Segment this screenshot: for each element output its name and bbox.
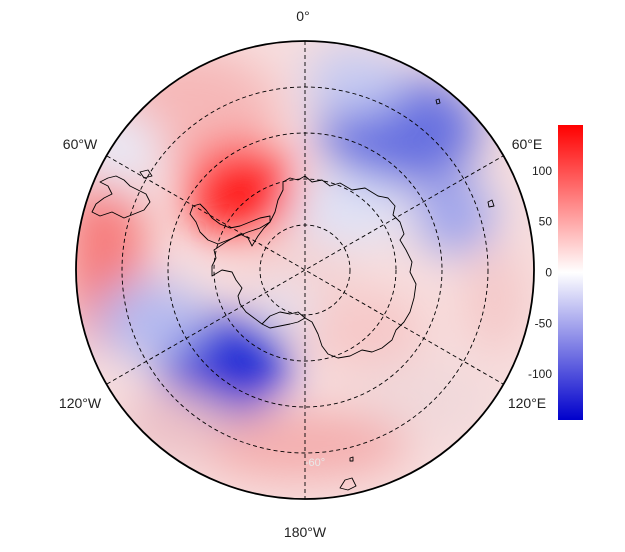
anomaly-field: [76, 41, 534, 499]
colorbar-tick-label: 0: [545, 266, 552, 280]
lon-label-0: 0°: [296, 8, 309, 24]
coastlines: [91, 98, 495, 491]
antarctic-peninsula: [189, 203, 271, 245]
falkland-islands: [139, 169, 153, 179]
ross-ice-shelf: [261, 311, 306, 325]
sub-antarctic-island-1: [339, 477, 357, 491]
south-america-tip: [91, 175, 151, 219]
graticule: [106, 41, 504, 499]
colorbar-tick-label: -100: [528, 367, 552, 381]
latitude-circle-70s: [213, 178, 397, 362]
sub-antarctic-island-4: [349, 456, 354, 462]
colorbar-gradient: [558, 125, 583, 420]
map-boundary: [75, 40, 535, 500]
lat-label: -60°: [305, 457, 325, 469]
lon-label-60e: 60°E: [512, 136, 543, 152]
sub-antarctic-island-3: [435, 98, 441, 105]
meridian-60w-120e: [106, 155, 504, 385]
colorbar-tick-label: 100: [532, 164, 552, 178]
colorbar-tick-label: -50: [535, 316, 553, 330]
lon-label-180: 180°W: [284, 524, 327, 540]
lon-label-120e: 120°E: [508, 395, 546, 411]
lon-label-120w: 120°W: [59, 395, 102, 411]
antarctica-coastline: [211, 175, 417, 359]
colorbar: 100 50 0 -50 -100: [528, 125, 583, 420]
meridian-120w-60e: [106, 155, 504, 385]
colorbar-tick-label: 50: [539, 215, 553, 229]
lon-label-60w: 60°W: [63, 136, 98, 152]
sub-antarctic-island-2: [487, 199, 495, 208]
